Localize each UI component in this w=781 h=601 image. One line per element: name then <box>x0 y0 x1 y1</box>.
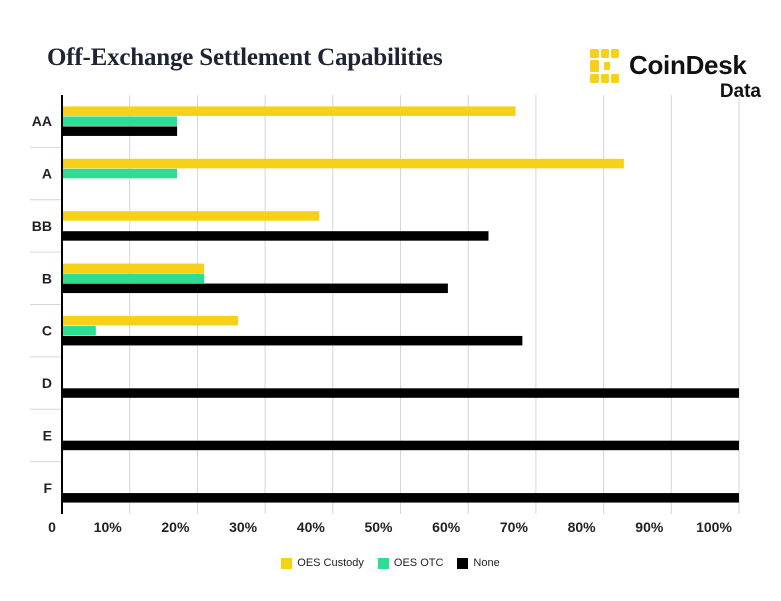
bar-none-c <box>62 335 523 346</box>
legend-swatch-none <box>457 557 469 569</box>
legend-label-none: None <box>473 557 500 569</box>
bar-oes-otc-a <box>62 168 178 179</box>
legend-item-oes-otc: OES OTC <box>377 557 444 569</box>
legend-item-oes-custody: OES Custody <box>281 557 364 569</box>
legend-label-oes-otc: OES OTC <box>393 557 444 569</box>
bar-none-e <box>62 440 739 451</box>
bar-none-d <box>62 388 739 398</box>
x-tick-label: 20% <box>161 519 190 535</box>
bar-oes-custody-bb <box>62 211 320 221</box>
legend-swatch-oes-otc <box>377 557 389 569</box>
x-tick-label: 70% <box>500 519 529 535</box>
legend-item-none: None <box>457 557 500 569</box>
category-label: C <box>42 323 52 339</box>
chart-legend: OES Custody OES OTC None <box>0 557 781 569</box>
bar-oes-custody-aa <box>62 106 516 116</box>
bar-oes-custody-a <box>62 158 624 169</box>
x-tick-label: 10% <box>94 519 123 535</box>
bar-none-b <box>62 283 448 294</box>
category-label: BB <box>32 218 52 234</box>
bar-oes-otc-aa <box>62 116 178 126</box>
bar-oes-custody-c <box>62 315 239 326</box>
brand-name: CoinDesk <box>629 50 747 80</box>
x-tick-label: 50% <box>364 519 393 535</box>
x-tick-label: 40% <box>297 519 326 535</box>
bar-oes-otc-b <box>62 273 205 284</box>
chart-title: Off-Exchange Settlement Capabilities <box>47 44 443 71</box>
bar-none-bb <box>62 231 489 241</box>
bar-none-f <box>62 493 739 503</box>
category-label: B <box>42 270 52 286</box>
x-tick-label: 30% <box>229 519 258 535</box>
x-tick-label: 0 <box>48 519 56 535</box>
coindesk-logo-icon <box>590 49 619 83</box>
x-tick-label: 90% <box>635 519 664 535</box>
brand-subtitle: Data <box>719 81 761 102</box>
bar-oes-otc-c <box>62 325 96 336</box>
category-label: AA <box>32 113 52 129</box>
x-tick-label: 60% <box>432 519 461 535</box>
bar-oes-custody-b <box>62 263 205 274</box>
category-label: E <box>43 427 52 443</box>
x-tick-label: 80% <box>568 519 597 535</box>
bar-none-aa <box>62 126 178 136</box>
coindesk-data-logo: CoinDesk Data <box>590 48 770 104</box>
category-label: A <box>42 166 52 182</box>
legend-label-oes-custody: OES Custody <box>297 557 364 569</box>
category-label: F <box>43 480 52 496</box>
legend-swatch-oes-custody <box>281 557 293 569</box>
category-label: D <box>42 375 52 391</box>
x-tick-label: 100% <box>696 519 732 535</box>
